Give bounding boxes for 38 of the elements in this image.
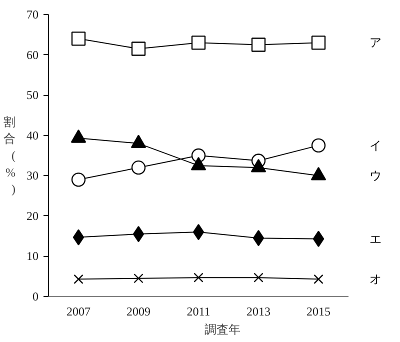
point <box>134 274 144 284</box>
y-tick-label: 40 <box>26 128 38 142</box>
point <box>71 32 86 46</box>
text: イ <box>370 138 382 152</box>
point <box>314 274 324 284</box>
point <box>131 42 146 56</box>
x-tick-label: 2011 <box>186 304 210 318</box>
x-tick-label: 2009 <box>126 304 150 318</box>
point <box>251 38 266 52</box>
point <box>131 160 146 175</box>
x-axis-title: 調査年 <box>204 322 240 336</box>
y-tick-label: 60 <box>26 48 38 62</box>
x-tick-label: 2013 <box>246 304 270 318</box>
point <box>194 272 204 282</box>
point <box>132 226 144 242</box>
point <box>311 36 326 50</box>
point <box>192 224 204 240</box>
point <box>252 230 264 246</box>
y-tick-label: 50 <box>26 88 38 102</box>
point <box>254 272 264 282</box>
point <box>71 172 86 187</box>
text: エ <box>370 232 382 246</box>
point <box>74 274 84 284</box>
y-tick-label: 0 <box>32 290 38 304</box>
point <box>72 229 84 246</box>
text: ウ <box>370 168 382 183</box>
x-tick-label: 2015 <box>306 304 330 318</box>
y-tick-label: 70 <box>26 8 38 22</box>
point <box>191 36 206 50</box>
x-tick-label: 2007 <box>66 304 90 318</box>
y-axis-title: 割合(%) <box>4 114 16 196</box>
text: ア <box>370 36 382 50</box>
y-tick-label: 20 <box>26 208 38 223</box>
y-tick-label: 30 <box>26 168 38 183</box>
text: オ <box>370 272 382 286</box>
point <box>312 230 324 247</box>
y-tick-label: 10 <box>26 249 38 264</box>
point <box>311 138 326 153</box>
